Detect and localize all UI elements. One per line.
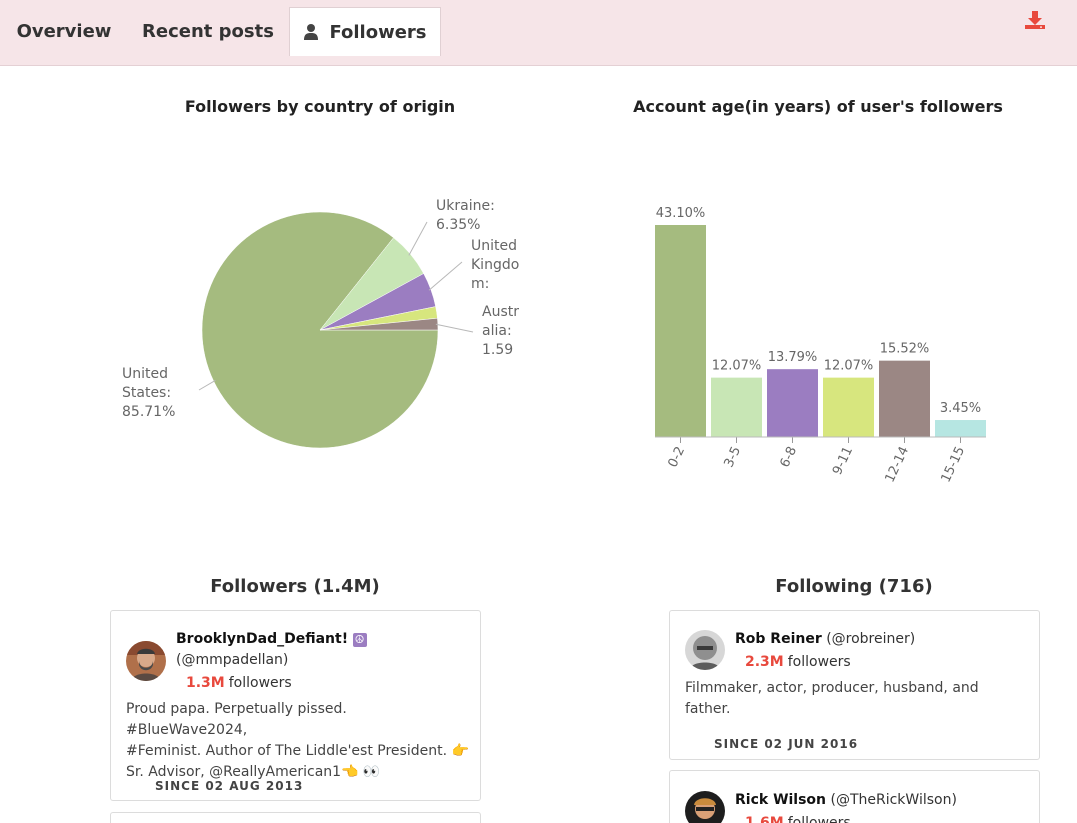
following-count: 1.6M <box>745 815 784 823</box>
pie-slice-label: alia: <box>482 323 512 339</box>
avatar <box>685 791 725 823</box>
account-age-bar-chart: 43.10% 0-2 12.07% 3-5 13.79% 6-8 12.07% 9-11 15.… <box>655 206 986 485</box>
following-count-line: 2.3M followers <box>745 654 851 670</box>
following-count-suffix: followers <box>787 654 851 670</box>
pie-slice-label: United <box>471 238 517 254</box>
bar-value-label: 12.07% <box>824 359 874 374</box>
bar[interactable] <box>767 369 818 437</box>
follower-count-suffix: followers <box>228 675 292 691</box>
followers-section-title: Followers (1.4M) <box>210 576 380 597</box>
age-chart-title: Account age(in years) of user's follower… <box>633 97 1003 116</box>
pie-label-leader <box>198 379 216 391</box>
bio-line: father. <box>685 701 731 717</box>
tab-recent-posts[interactable]: Recent posts <box>142 20 274 42</box>
bio-line: Filmmaker, actor, producer, husband, and <box>685 680 979 696</box>
following-count-suffix: followers <box>787 815 851 823</box>
pie-slice-label: 1.59 <box>482 342 513 358</box>
download-icon[interactable] <box>1024 10 1046 30</box>
avatar-image <box>685 630 725 670</box>
bio-line: #Feminist. Author of The Liddle'est Pres… <box>126 743 469 759</box>
bar-value-label: 12.07% <box>712 359 762 374</box>
x-tick-label: 15-15 <box>939 444 969 485</box>
pie-slice-label: m: <box>471 276 489 292</box>
bar[interactable] <box>711 377 762 437</box>
tab-overview[interactable]: Overview <box>16 20 112 42</box>
tab-followers[interactable]: Followers <box>289 7 441 56</box>
following-card[interactable]: Rick Wilson (@TheRickWilson) 1.6M followe… <box>669 770 1040 823</box>
x-tick-label: 0-2 <box>666 444 689 470</box>
avatar-image <box>126 641 166 681</box>
top-tab-bar: Overview Recent posts Followers <box>0 0 1077 66</box>
follower-count-line: 1.3M followers <box>186 675 292 691</box>
following-count: 2.3M <box>745 654 784 670</box>
following-handle[interactable]: (@robreiner) <box>826 631 916 647</box>
pie-label-leader <box>408 221 428 256</box>
pie-label-leader <box>428 261 463 291</box>
bar[interactable] <box>823 377 874 437</box>
pie-slice-label: Austr <box>482 304 519 320</box>
following-name[interactable]: Rick Wilson <box>735 792 827 808</box>
pie-slice-label: United <box>122 366 168 382</box>
following-since: SINCE 02 JUN 2016 <box>714 737 859 751</box>
follower-bio: Proud papa. Perpetually pissed. #BlueWav… <box>126 699 471 783</box>
follower-name-line: BrooklynDad_Defiant! ☮ <box>176 631 367 647</box>
bio-line: Proud papa. Perpetually pissed. #BlueWav… <box>126 701 347 738</box>
following-section-title: Following (716) <box>775 576 933 597</box>
avatar-image <box>685 791 725 823</box>
bio-line: Sr. Advisor, @ReallyAmerican1👈 👀 <box>126 764 381 780</box>
bar[interactable] <box>879 360 930 437</box>
x-tick-label: 9-11 <box>830 444 856 477</box>
pie-slice-label: 6.35% <box>436 217 480 233</box>
pie-slice-label: Ukraine: <box>436 198 495 214</box>
country-pie-chart: United States: 85.71% Ukraine: 6.35% United Ki… <box>122 198 519 449</box>
peace-emoji: ☮ <box>352 633 367 647</box>
bar-value-label: 15.52% <box>880 342 930 357</box>
avatar <box>685 630 725 670</box>
pie-label-leader <box>435 323 474 333</box>
follower-card-next[interactable] <box>110 812 481 823</box>
follower-name[interactable]: BrooklynDad_Defiant! <box>176 631 349 647</box>
country-chart-title: Followers by country of origin <box>184 97 456 116</box>
tab-followers-label: Followers <box>329 21 427 43</box>
pie-slice-label: 85.71% <box>122 404 175 420</box>
pie-slice-label: Kingdo <box>471 257 519 273</box>
user-icon <box>304 24 319 40</box>
follower-handle[interactable]: (@mmpadellan) <box>176 652 289 668</box>
pie-slice[interactable] <box>319 317 439 331</box>
bar[interactable] <box>935 420 986 437</box>
follower-count: 1.3M <box>186 675 225 691</box>
following-name-line: Rick Wilson (@TheRickWilson) <box>735 792 957 808</box>
x-tick-label: 6-8 <box>778 444 801 470</box>
bar-value-label: 43.10% <box>656 206 706 221</box>
pie-slice-label: States: <box>122 385 171 401</box>
follower-card[interactable]: BrooklynDad_Defiant! ☮ (@mmpadellan) 1.3… <box>110 610 481 801</box>
following-name-line: Rob Reiner (@robreiner) <box>735 631 915 647</box>
following-handle[interactable]: (@TheRickWilson) <box>830 792 957 808</box>
following-card[interactable]: Rob Reiner (@robreiner) 2.3M followers Fi… <box>669 610 1040 760</box>
following-count-line: 1.6M followers <box>745 815 851 823</box>
bar[interactable] <box>655 225 706 437</box>
follower-since: SINCE 02 AUG 2013 <box>155 779 304 793</box>
following-bio: Filmmaker, actor, producer, husband, and… <box>685 678 1030 720</box>
bar-value-label: 13.79% <box>768 350 818 365</box>
bar-value-label: 3.45% <box>940 401 981 416</box>
avatar <box>126 641 166 681</box>
following-name[interactable]: Rob Reiner <box>735 631 822 647</box>
x-tick-label: 3-5 <box>722 444 745 470</box>
x-tick-label: 12-14 <box>883 444 913 485</box>
